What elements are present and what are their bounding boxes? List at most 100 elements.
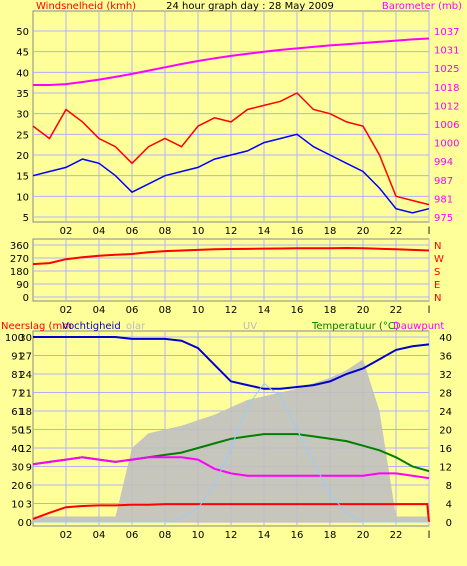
humidity-x-tick-label: 16 <box>291 530 304 541</box>
humidity-y-tick-label: 10 <box>11 500 24 511</box>
wind-x-tick-label: l <box>428 226 431 237</box>
rain-y-tick-label: 9 <box>26 463 32 474</box>
wind-x-tick-label: 12 <box>225 226 238 237</box>
wind-y-tick-label: 15 <box>16 172 29 183</box>
direction-x-tick-label: 14 <box>258 305 271 316</box>
humidity-axis-label: Vochtigheid <box>62 321 121 332</box>
direction-x-tick-label: 18 <box>324 305 337 316</box>
temperature-y-tick-label: 36 <box>439 352 452 363</box>
direction-y-tick-label: 180 <box>10 267 29 278</box>
temperature-y-tick-label: 24 <box>439 407 452 418</box>
wind-x-tick-label: 14 <box>258 226 271 237</box>
wind-y-tick-label: 40 <box>16 68 29 79</box>
humidity-x-tick-label: 20 <box>357 530 370 541</box>
direction-compass-label: N <box>434 293 441 304</box>
humidity-x-tick-label: 10 <box>192 530 205 541</box>
humidity-x-tick-label: 06 <box>126 530 139 541</box>
wind-x-tick-label: 02 <box>60 226 73 237</box>
rain-y-tick-label: 6 <box>26 481 32 492</box>
barometer-y-tick-label: 1006 <box>434 120 459 131</box>
humidity-y-tick-label: 20 <box>11 481 24 492</box>
uv-label: UV <box>243 321 257 332</box>
humidity-x-tick-label: 14 <box>258 530 271 541</box>
direction-y-tick-label: 0 <box>23 293 29 304</box>
wind-series-line <box>32 133 430 214</box>
barometer-y-tick-label: 1037 <box>434 27 459 38</box>
solar-label: olar <box>126 321 146 332</box>
barometer-y-tick-label: 1012 <box>434 101 459 112</box>
humidity-x-tick-label: 04 <box>93 530 106 541</box>
solar-series-area <box>33 359 429 522</box>
temperature-y-tick-label: 4 <box>446 500 452 511</box>
direction-series-line <box>32 246 430 266</box>
rain-y-tick-label: 30 <box>19 333 32 344</box>
temperature-y-tick-label: 12 <box>439 463 452 474</box>
wind-x-tick-label: 22 <box>390 226 403 237</box>
wind-x-tick-label: 20 <box>357 226 370 237</box>
wind-x-tick-label: 18 <box>324 226 337 237</box>
direction-x-tick-label: 10 <box>192 305 205 316</box>
temperature-y-tick-label: 16 <box>439 444 452 455</box>
wind-axis-label: Windsnelheid (kmh) <box>36 1 136 12</box>
wind-y-tick-label: 30 <box>16 110 29 121</box>
humidity-y-tick-label: 61 <box>11 407 24 418</box>
rain-y-tick-label: 12 <box>19 444 32 455</box>
wind-y-tick-label: 5 <box>23 213 29 224</box>
wind-y-tick-label: 50 <box>16 27 29 38</box>
direction-x-tick-label: 22 <box>390 305 403 316</box>
humidity-y-tick-label: 50 <box>11 426 24 437</box>
rain-y-tick-label: 15 <box>19 426 32 437</box>
dewpoint-axis-label: Dauwpunt <box>393 321 444 332</box>
wind-y-tick-label: 35 <box>16 89 29 100</box>
wind-x-tick-label: 10 <box>192 226 205 237</box>
barometer-y-tick-label: 1031 <box>434 46 459 57</box>
wind-y-tick-label: 10 <box>16 192 29 203</box>
humidity-series-line <box>33 336 430 390</box>
rain-y-tick-label: 21 <box>19 389 32 400</box>
humidity-x-tick-label: 22 <box>390 530 403 541</box>
barometer-y-tick-label: 987 <box>434 176 453 187</box>
humidity-y-tick-label: 40 <box>11 444 24 455</box>
chart-title: 24 hour graph day : 28 May 2009 <box>166 1 334 12</box>
dewpoint-series-line <box>32 456 430 480</box>
wind-x-tick-label: 06 <box>126 226 139 237</box>
humidity-y-tick-label: 81 <box>11 370 24 381</box>
direction-x-tick-label: 16 <box>291 305 304 316</box>
wind-y-tick-label: 20 <box>16 151 29 162</box>
humidity-y-tick-label: 30 <box>11 463 24 474</box>
humidity-x-tick-label: 12 <box>225 530 238 541</box>
chart-marks: 02 04 06 08 10 12 14 16 18 20 22 l51015202530354045… <box>5 11 459 541</box>
rain-y-tick-label: 27 <box>19 352 32 363</box>
rain-axis-label: Neerslag (mm <box>1 321 72 332</box>
temperature-y-tick-label: 0 <box>446 518 452 529</box>
temperature-y-tick-label: 32 <box>439 370 452 381</box>
barometer-y-tick-label: 1000 <box>434 139 459 150</box>
direction-x-tick-label: 04 <box>93 305 106 316</box>
humidity-y-tick-label: 71 <box>11 389 24 400</box>
humidity-x-tick-label: 02 <box>60 530 73 541</box>
humidity-y-tick-label: 100 <box>5 333 24 344</box>
humidity-x-tick-label: 18 <box>324 530 337 541</box>
uv-series-line <box>33 382 429 523</box>
direction-x-tick-label: 02 <box>60 305 73 316</box>
direction-x-tick-label: 08 <box>159 305 172 316</box>
humidity-x-tick-label: l <box>428 530 431 541</box>
direction-x-tick-label: 06 <box>126 305 139 316</box>
rain-y-tick-label: 0 <box>26 518 32 529</box>
gust-series-line <box>32 92 430 206</box>
wind-x-tick-label: 08 <box>159 226 172 237</box>
direction-compass-label: N <box>434 241 441 252</box>
temperature-y-tick-label: 28 <box>439 389 452 400</box>
rain-y-tick-label: 18 <box>19 407 32 418</box>
direction-x-tick-label: 20 <box>357 305 370 316</box>
barometer-axis-label: Barometer (mb) <box>382 1 462 12</box>
direction-compass-label: W <box>434 254 444 265</box>
direction-y-tick-label: 90 <box>16 280 29 291</box>
barometer-y-tick-label: 975 <box>434 213 453 224</box>
barometer-y-tick-label: 1025 <box>434 64 459 75</box>
barometer-y-tick-label: 981 <box>434 194 453 205</box>
wind-y-tick-label: 25 <box>16 130 29 141</box>
humidity-x-tick-label: 08 <box>159 530 172 541</box>
